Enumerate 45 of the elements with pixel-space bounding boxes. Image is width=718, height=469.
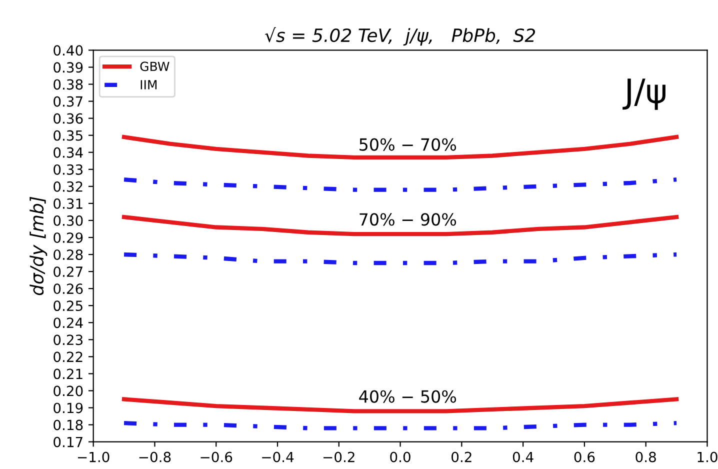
y-tick-label: 0.20 bbox=[54, 386, 83, 396]
x-tick-label: 0.2 bbox=[452, 452, 472, 462]
y-tick-label: 0.33 bbox=[54, 164, 83, 175]
y-tick-label: 0.36 bbox=[54, 113, 83, 124]
y-tick-label: 0.22 bbox=[54, 352, 82, 362]
annotation: 50% − 70% bbox=[360, 138, 456, 151]
x-tick-label: −0.6 bbox=[200, 452, 232, 462]
x-tick-label: 0.6 bbox=[574, 452, 595, 462]
y-tick-label: 0.24 bbox=[54, 318, 83, 328]
y-tick-label: 0.37 bbox=[54, 96, 82, 107]
x-tick-label: 0.0 bbox=[390, 452, 410, 462]
chart-title: √s = 5.02 TeV, j/ψ, PbPb, S2 bbox=[264, 27, 536, 46]
x-tick-label: −0.2 bbox=[324, 452, 354, 462]
y-tick-label: 0.29 bbox=[54, 232, 83, 243]
x-tick-label: 1.0 bbox=[698, 452, 718, 462]
y-tick-label: 0.31 bbox=[54, 198, 82, 209]
legend-label: GBW bbox=[140, 62, 170, 72]
y-tick-label: 0.21 bbox=[54, 368, 82, 380]
y-tick-label: 0.26 bbox=[54, 284, 83, 294]
y-tick-label: 0.27 bbox=[54, 266, 82, 278]
y-tick-label: 0.23 bbox=[54, 334, 83, 346]
y-tick-label: 0.28 bbox=[54, 249, 83, 260]
annotation: 70% − 90% bbox=[360, 213, 456, 226]
x-tick-label: 0.8 bbox=[636, 452, 656, 462]
y-tick-label: 0.40 bbox=[54, 45, 83, 56]
line-series bbox=[122, 134, 679, 160]
y-axis-title: dσ/dy [mb] bbox=[30, 196, 48, 296]
y-tick-label: 0.25 bbox=[54, 300, 82, 312]
y-tick-label: 0.30 bbox=[54, 215, 83, 226]
line-series bbox=[122, 214, 679, 236]
x-tick-label: −1.0 bbox=[78, 452, 110, 462]
y-tick-label: 0.17 bbox=[54, 436, 82, 448]
x-tick-label: −0.8 bbox=[139, 452, 171, 462]
y-tick-label: 0.18 bbox=[54, 420, 83, 430]
annotation: J/ψ bbox=[622, 78, 666, 110]
y-tick-label: 0.19 bbox=[54, 402, 83, 414]
y-tick-label: 0.32 bbox=[54, 181, 82, 192]
x-tick-label: 0.4 bbox=[512, 452, 534, 462]
x-tick-label: −0.4 bbox=[262, 452, 294, 462]
legend-label: IIM bbox=[140, 80, 157, 90]
annotation: 40% − 50% bbox=[359, 390, 456, 403]
y-tick-label: 0.35 bbox=[54, 130, 82, 141]
y-tick-label: 0.34 bbox=[54, 147, 83, 158]
y-tick-label: 0.38 bbox=[54, 79, 83, 90]
y-tick-label: 0.39 bbox=[54, 62, 83, 73]
